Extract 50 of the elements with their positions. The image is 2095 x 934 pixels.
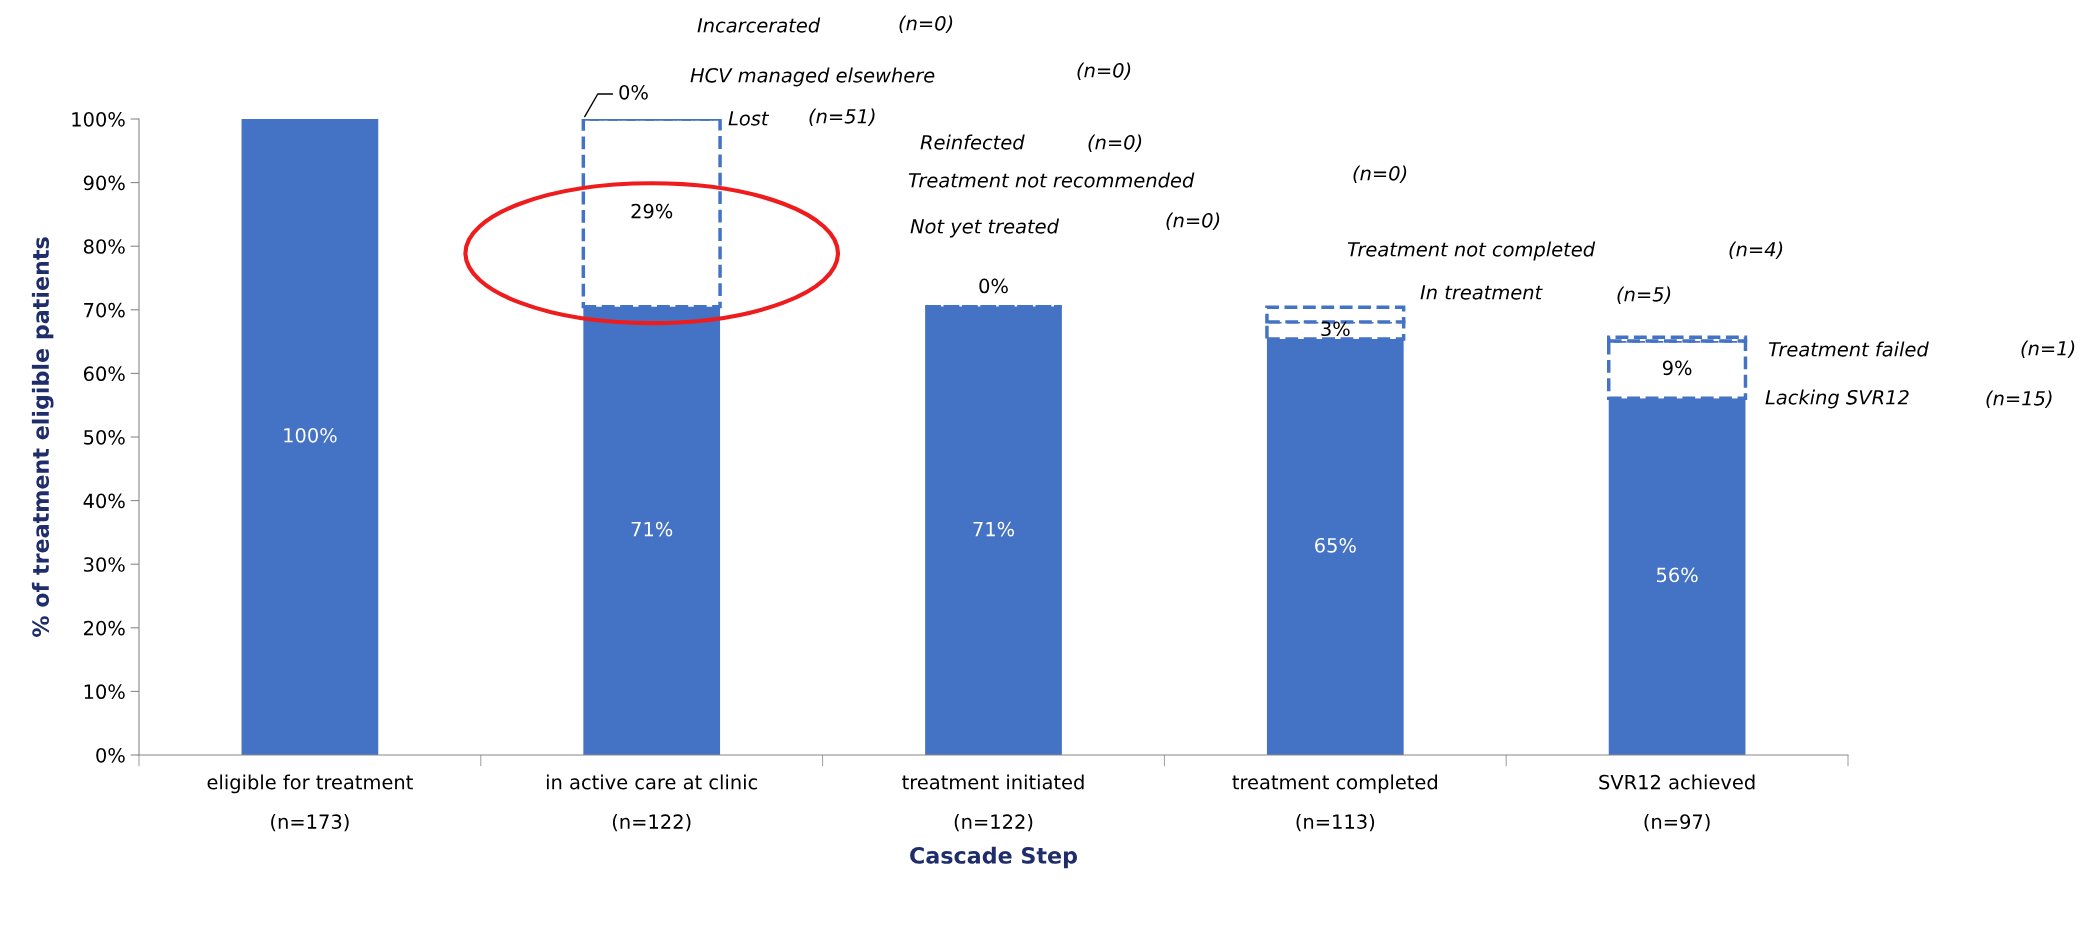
annotation: Treatment failed <box>1768 341 1929 357</box>
data-label: 9% <box>1662 360 1692 376</box>
y-tick-label: 60% <box>83 366 125 382</box>
data-label: 100% <box>284 427 337 443</box>
x-tick-label: treatment completed (n=113) <box>1232 774 1437 832</box>
annotation: (n=0) <box>1353 165 1407 183</box>
data-label: 71% <box>631 521 673 537</box>
annotation: Reinfected <box>920 134 1025 150</box>
category-label: in active care at clinic (n=122) <box>546 774 758 832</box>
annotation: Lacking SVR12 <box>1765 389 1909 409</box>
data-label: 71% <box>973 521 1015 537</box>
annotation: (n=0) <box>1088 134 1142 152</box>
data-label: 0% <box>619 84 648 100</box>
data-label: 56% <box>1656 567 1698 583</box>
y-tick-label: 70% <box>84 302 125 318</box>
text: Incarcerated <box>697 17 821 33</box>
data-label: 65% <box>1315 537 1356 553</box>
annotation: Treatment not recommended <box>908 172 1195 188</box>
y-tick-label: 50% <box>84 429 125 445</box>
y-tick-label: 80% <box>83 239 125 254</box>
y-tick-label: 100% <box>72 111 125 127</box>
text: HCV managed elsewhere <box>690 67 935 87</box>
bar <box>241 119 379 755</box>
x-axis-title: Cascade Step <box>910 846 1078 869</box>
y-tick-label: 10% <box>84 684 125 700</box>
annotation: Treatment not completed <box>1347 241 1596 261</box>
category-label: SVR12 achieved (n=97) <box>1599 774 1755 832</box>
data-label: 0% <box>979 278 1008 294</box>
text: (n=1) <box>2021 340 2075 358</box>
annotation: Lost <box>728 111 770 126</box>
y-tick-label: 90% <box>83 175 125 191</box>
annotation: (n=51) <box>809 108 875 126</box>
annotation: (n=5) <box>1617 286 1671 304</box>
annotation: (n=4) <box>1729 241 1783 259</box>
annotation: (n=0) <box>1166 212 1220 230</box>
text: (n=0) <box>899 15 953 33</box>
y-tick-label: 40% <box>83 493 125 509</box>
text: (n=15) <box>1986 390 2052 408</box>
y-tick-label: 0% <box>96 747 125 763</box>
y-tick-label: 30% <box>84 557 125 572</box>
annotation: In treatment <box>1420 285 1543 300</box>
y-axis-title: % of treatment eligible patients <box>31 237 54 637</box>
data-label: 29% <box>631 203 673 219</box>
y-tick-label: 20% <box>84 620 125 636</box>
bar <box>925 306 1062 755</box>
category-label: treatment initiated (n=122) <box>902 774 1084 832</box>
annotation: Not yet treated <box>910 218 1060 238</box>
data-label: 3% <box>1321 321 1350 337</box>
x-tick-label: eligible for treatment (n=173) <box>207 774 413 832</box>
text: (n=0) <box>1077 62 1131 80</box>
